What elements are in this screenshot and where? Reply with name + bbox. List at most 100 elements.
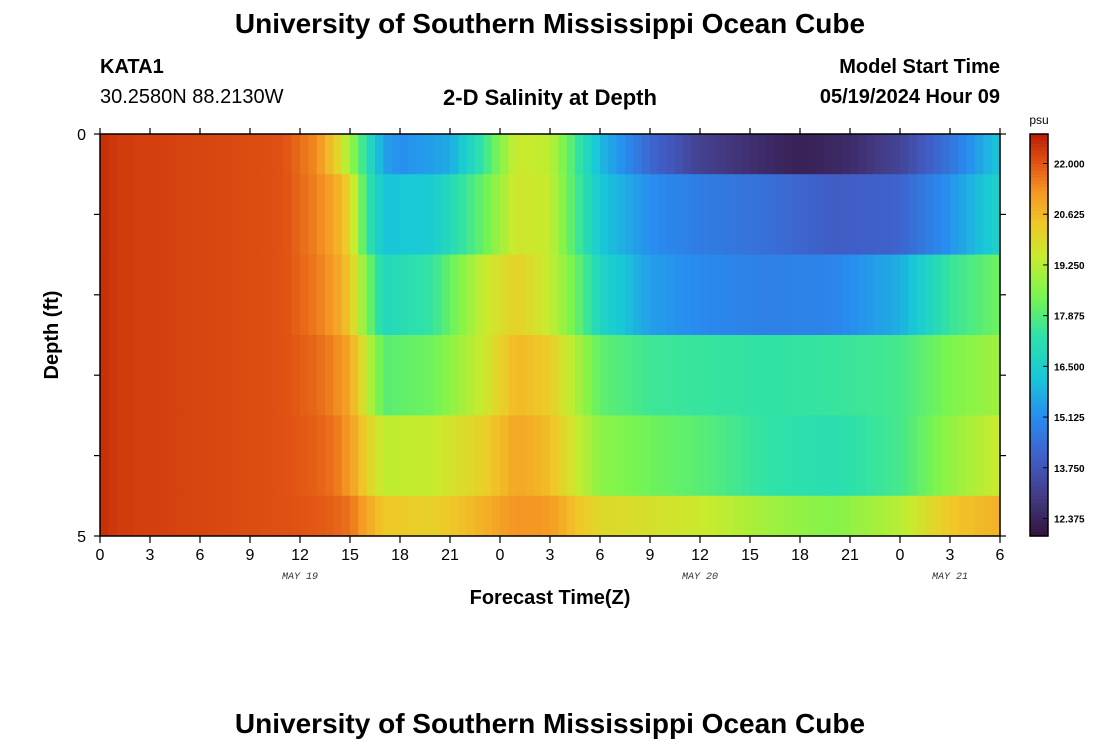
heatmap-cell: [216, 495, 226, 537]
x-date-label: MAY 20: [682, 572, 718, 583]
heatmap-cell: [325, 335, 334, 416]
colorbar-swatch: [1030, 398, 1048, 403]
heatmap-cell: [750, 415, 759, 497]
heatmap-cell: [208, 134, 218, 175]
heatmap-cell: [550, 134, 559, 175]
heatmap-cell: [983, 335, 993, 416]
heatmap-cell: [625, 495, 634, 537]
heatmap-cell: [550, 495, 559, 537]
x-tick-label: 15: [341, 547, 359, 564]
heatmap-cell: [900, 134, 909, 175]
heatmap-cell: [291, 495, 301, 537]
heatmap-cell: [166, 254, 176, 336]
heatmap-cell: [716, 335, 726, 416]
heatmap-cell: [683, 134, 693, 175]
heatmap-cell: [600, 174, 609, 255]
heatmap-cell: [808, 254, 818, 336]
heatmap-cell: [341, 415, 351, 497]
heatmap-cell: [833, 134, 843, 175]
colorbar-swatch: [1030, 197, 1048, 202]
heatmap-cell: [858, 254, 868, 336]
heatmap-cell: [183, 134, 193, 175]
heatmap-cell: [233, 174, 243, 255]
heatmap-cell: [600, 254, 609, 336]
colorbar-swatch: [1030, 445, 1048, 450]
heatmap-cell: [658, 335, 668, 416]
heatmap-cell: [450, 254, 459, 336]
heatmap-cell: [741, 134, 751, 175]
heatmap-cell: [191, 415, 201, 497]
heatmap-cell: [375, 254, 384, 336]
heatmap-cell: [925, 174, 934, 255]
heatmap-cell: [666, 254, 676, 336]
heatmap-cell: [883, 495, 893, 537]
colorbar-swatch: [1030, 519, 1048, 524]
heatmap-cell: [858, 174, 868, 255]
heatmap-cell: [800, 495, 809, 537]
heatmap-cell: [483, 335, 493, 416]
heatmap-cell: [816, 174, 826, 255]
heatmap-cell: [458, 495, 468, 537]
heatmap-cell: [283, 335, 293, 416]
colorbar-swatch: [1030, 278, 1048, 282]
colorbar-swatch: [1030, 241, 1048, 246]
heatmap-cell: [416, 254, 426, 336]
heatmap-cell: [208, 254, 218, 336]
heatmap-cell: [125, 495, 134, 537]
heatmap-cell: [708, 174, 718, 255]
heatmap-cell: [300, 335, 309, 416]
colorbar-swatch: [1030, 231, 1048, 236]
heatmap-cell: [625, 415, 634, 497]
heatmap-cell: [266, 495, 276, 537]
heatmap-cell: [516, 174, 526, 255]
heatmap-cell: [875, 495, 884, 537]
heatmap-cell: [558, 335, 568, 416]
heatmap-cell: [808, 415, 818, 497]
heatmap-cell: [508, 254, 518, 336]
heatmap-cell: [833, 335, 843, 416]
heatmap-cell: [850, 335, 859, 416]
heatmap-cell: [941, 335, 951, 416]
heatmap-cell: [966, 254, 976, 336]
heatmap-cell: [908, 254, 918, 336]
heatmap-cell: [100, 495, 109, 537]
heatmap-cell: [733, 495, 743, 537]
colorbar-swatch: [1030, 247, 1048, 252]
heatmap-cell: [566, 134, 576, 175]
colorbar-swatch: [1030, 180, 1048, 185]
heatmap-cell: [516, 415, 526, 497]
heatmap-cell: [175, 254, 184, 336]
heatmap-cell: [283, 174, 293, 255]
heatmap-cell: [133, 495, 143, 537]
heatmap-cell: [425, 174, 434, 255]
colorbar-swatch: [1030, 274, 1048, 279]
heatmap-cell: [883, 134, 893, 175]
heatmap-cell: [850, 415, 859, 497]
heatmap-cell: [658, 415, 668, 497]
heatmap-cell: [750, 254, 759, 336]
heatmap-cell: [133, 335, 143, 416]
heatmap-cell: [266, 415, 276, 497]
heatmap-cell: [283, 134, 293, 175]
heatmap-cell: [941, 174, 951, 255]
heatmap-cell: [383, 254, 393, 336]
colorbar-swatch: [1030, 160, 1048, 165]
heatmap-cell: [100, 254, 109, 336]
heatmap-cell: [591, 415, 601, 497]
heatmap-cell: [275, 174, 284, 255]
heatmap-cell: [458, 174, 468, 255]
colorbar-swatch: [1030, 140, 1048, 145]
heatmap-cell: [800, 174, 809, 255]
heatmap-cell: [891, 134, 901, 175]
heatmap-cell: [733, 174, 743, 255]
heatmap-cell: [358, 134, 368, 175]
heatmap-cell: [475, 254, 484, 336]
station-id: KATA1: [100, 56, 164, 78]
heatmap-cell: [416, 495, 426, 537]
heatmap-cell: [566, 335, 576, 416]
heatmap-cell: [966, 134, 976, 175]
heatmap-cell: [208, 415, 218, 497]
heatmap-cell: [158, 495, 168, 537]
heatmap-cell: [275, 134, 284, 175]
heatmap-cell: [533, 495, 543, 537]
